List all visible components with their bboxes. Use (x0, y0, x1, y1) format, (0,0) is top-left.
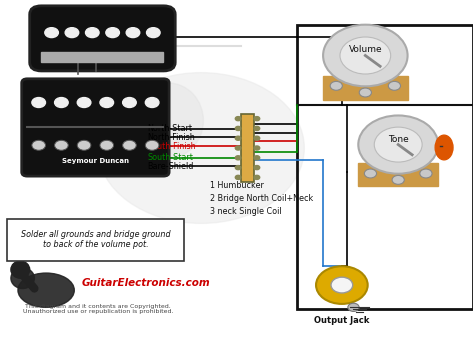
Circle shape (65, 28, 79, 37)
Ellipse shape (11, 268, 35, 289)
Circle shape (254, 146, 260, 150)
Text: Hot-White: Hot-White (119, 41, 159, 51)
Text: Output Jack: Output Jack (314, 316, 370, 325)
Circle shape (32, 98, 46, 107)
Circle shape (106, 28, 119, 37)
Circle shape (348, 303, 359, 311)
Circle shape (123, 98, 136, 107)
Circle shape (235, 146, 241, 150)
FancyBboxPatch shape (30, 6, 175, 71)
Circle shape (420, 169, 432, 178)
Circle shape (374, 127, 422, 162)
Circle shape (126, 28, 140, 37)
Circle shape (365, 169, 376, 178)
Text: Seymour Duncan: Seymour Duncan (62, 158, 129, 164)
Text: Ground-Black: Ground-Black (119, 32, 173, 41)
Text: South-Start: South-Start (147, 153, 193, 162)
Circle shape (254, 156, 260, 160)
Circle shape (323, 25, 408, 86)
Bar (297, 25, 474, 309)
Text: This diagram and it contents are Copyrighted.
Unauthorized use or republication : This diagram and it contents are Copyrig… (22, 304, 173, 314)
Circle shape (316, 266, 368, 304)
FancyBboxPatch shape (22, 79, 169, 176)
Circle shape (235, 156, 241, 160)
Circle shape (388, 82, 401, 90)
Circle shape (254, 117, 260, 121)
Circle shape (146, 98, 159, 107)
Ellipse shape (435, 135, 453, 160)
Text: North-Finish: North-Finish (147, 133, 195, 142)
Text: GuitarElectronics.com: GuitarElectronics.com (82, 278, 210, 288)
Circle shape (98, 73, 304, 223)
Circle shape (254, 126, 260, 130)
Circle shape (254, 136, 260, 140)
Circle shape (235, 175, 241, 180)
Circle shape (235, 117, 241, 121)
Circle shape (32, 140, 46, 150)
Text: 1 Humbucker: 1 Humbucker (210, 181, 264, 190)
Circle shape (146, 28, 160, 37)
Circle shape (235, 126, 241, 130)
Circle shape (235, 165, 241, 170)
Circle shape (55, 98, 68, 107)
Bar (41, 52, 164, 62)
Circle shape (331, 277, 353, 293)
Bar (323, 76, 408, 100)
Bar (358, 163, 438, 186)
Circle shape (77, 98, 91, 107)
Text: 3 neck Single Coil: 3 neck Single Coil (210, 207, 282, 216)
Ellipse shape (133, 83, 203, 158)
Circle shape (254, 175, 260, 180)
Circle shape (123, 140, 136, 150)
Circle shape (77, 140, 91, 150)
FancyBboxPatch shape (7, 218, 184, 261)
Circle shape (254, 165, 260, 170)
Text: Tone: Tone (388, 135, 409, 144)
Text: 2 Bridge North Coil+Neck: 2 Bridge North Coil+Neck (210, 194, 314, 203)
Circle shape (45, 28, 58, 37)
Text: Bare-Shield: Bare-Shield (147, 162, 193, 171)
Circle shape (340, 37, 391, 74)
Circle shape (100, 98, 114, 107)
Text: North-Start: North-Start (147, 124, 192, 133)
Circle shape (392, 175, 404, 184)
Circle shape (85, 28, 99, 37)
Circle shape (235, 136, 241, 140)
Text: South-Finish: South-Finish (147, 142, 196, 151)
Circle shape (359, 88, 372, 97)
Circle shape (100, 140, 114, 150)
Circle shape (330, 82, 342, 90)
Circle shape (146, 140, 159, 150)
Bar (241, 114, 254, 182)
Circle shape (55, 140, 68, 150)
Text: Solder all grounds and bridge ground
to back of the volume pot.: Solder all grounds and bridge ground to … (20, 230, 170, 249)
Text: Volume: Volume (348, 45, 382, 54)
Ellipse shape (18, 273, 74, 307)
Circle shape (358, 116, 438, 174)
Ellipse shape (11, 261, 30, 278)
